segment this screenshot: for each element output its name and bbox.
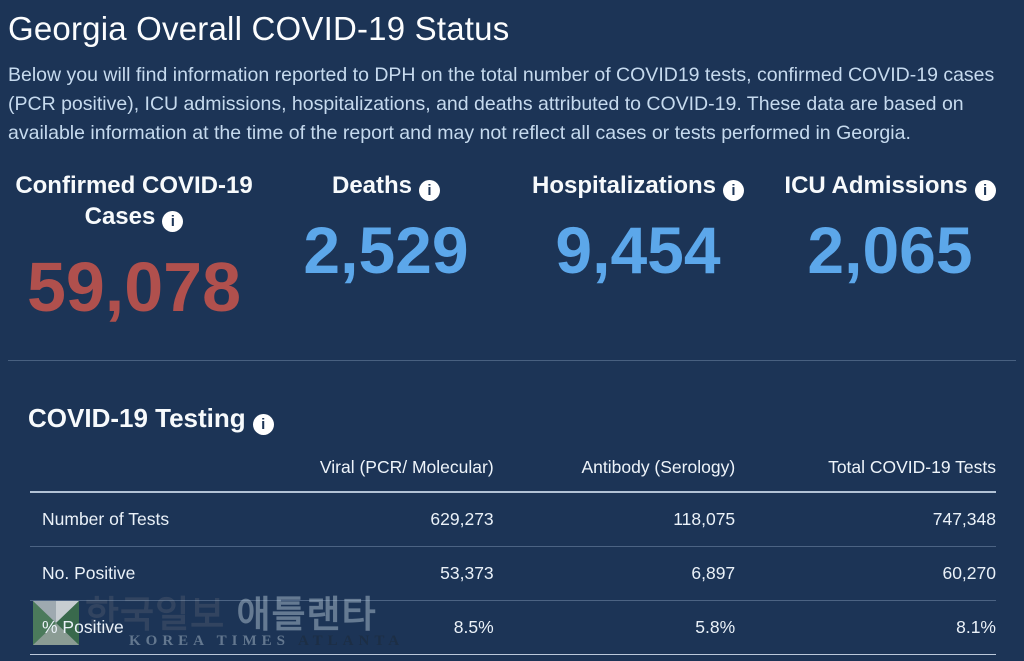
info-icon[interactable]: i xyxy=(419,180,441,202)
cell-antibody-tests: 118,075 xyxy=(673,509,736,530)
table-row-pct-positive: % Positive 8.5% 5.8% 8.1% xyxy=(30,601,996,655)
cell-viral-positive: 53,373 xyxy=(440,563,494,584)
watermark-korean-text: 한국일보 애틀랜타 xyxy=(85,595,377,635)
stat-heading-confirmed-cases: Confirmed COVID-19 Cases i xyxy=(8,170,260,233)
info-icon[interactable]: i xyxy=(974,180,996,202)
column-header-viral: Viral (PCR/ Molecular) xyxy=(281,447,494,494)
info-icon[interactable]: i xyxy=(252,414,274,436)
stat-card-hospitalizations: Hospitalizations i 9,454 xyxy=(512,170,764,283)
stat-label: Confirmed COVID-19 Cases xyxy=(15,172,253,231)
stat-card-deaths: Deaths i 2,529 xyxy=(260,170,512,283)
table-row-number-of-tests: Number of Tests 629,273 118,075 747,348 xyxy=(30,492,996,547)
page-title: Georgia Overall COVID-19 Status xyxy=(8,10,510,47)
stat-value-icu-admissions: 2,065 xyxy=(807,213,973,288)
korea-times-watermark: 한국일보 애틀랜타 KOREA TIMES ATLANTA xyxy=(33,595,399,657)
testing-title-text: COVID-19 Testing xyxy=(28,403,246,434)
stat-heading-hospitalizations: Hospitalizations i xyxy=(512,170,764,202)
watermark-roman-text: KOREA TIMES ATLANTA xyxy=(129,633,404,649)
row-label: No. Positive xyxy=(42,563,136,584)
testing-section-title: COVID-19 Testing i xyxy=(28,403,1016,436)
stat-heading-deaths: Deaths i xyxy=(260,170,512,202)
cell-total-positive: 60,270 xyxy=(942,563,996,584)
stat-value-hospitalizations: 9,454 xyxy=(555,213,721,288)
row-label: Number of Tests xyxy=(42,509,170,530)
stat-card-confirmed-cases: Confirmed COVID-19 Cases i 59,078 xyxy=(8,170,260,322)
watermark-roman-main: KOREA TIMES xyxy=(129,633,291,649)
cell-antibody-pct: 5.8% xyxy=(695,617,736,638)
info-icon[interactable]: i xyxy=(162,211,184,233)
stat-label: Deaths xyxy=(331,172,413,200)
stat-label: ICU Admissions xyxy=(784,172,968,200)
section-divider xyxy=(8,360,1016,362)
column-header-empty xyxy=(30,447,282,494)
table-header-row: Viral (PCR/ Molecular) Antibody (Serolog… xyxy=(30,447,996,494)
korea-times-logo-icon xyxy=(33,601,79,645)
table-row-no-positive: No. Positive 53,373 6,897 60,270 xyxy=(30,547,996,601)
stat-value-confirmed-cases: 59,078 xyxy=(26,248,242,327)
cell-total-tests: 747,348 xyxy=(932,509,996,530)
column-header-total: Total COVID-19 Tests xyxy=(735,447,996,494)
watermark-roman-sub: ATLANTA xyxy=(297,633,405,649)
cell-viral-tests: 629,273 xyxy=(430,509,494,530)
info-icon[interactable]: i xyxy=(723,180,745,202)
stat-value-deaths: 2,529 xyxy=(303,213,469,288)
stat-heading-icu-admissions: ICU Admissions i xyxy=(764,170,1016,202)
watermark-korean-sub: 애틀랜타 xyxy=(236,594,377,635)
cell-total-pct: 8.1% xyxy=(956,617,996,638)
column-header-antibody: Antibody (Serology) xyxy=(493,447,736,494)
page-description: Below you will find information reported… xyxy=(8,64,995,145)
watermark-korean-main: 한국일보 xyxy=(85,594,226,635)
cell-antibody-positive: 6,897 xyxy=(691,563,736,584)
stat-card-icu-admissions: ICU Admissions i 2,065 xyxy=(764,170,1016,283)
cell-viral-pct: 8.5% xyxy=(453,617,494,638)
row-label: % Positive xyxy=(42,617,124,638)
stat-label: Hospitalizations xyxy=(531,172,717,200)
stats-row: Confirmed COVID-19 Cases i 59,078 Deaths i… xyxy=(8,170,1016,322)
testing-table: Viral (PCR/ Molecular) Antibody (Serolog… xyxy=(30,447,996,655)
